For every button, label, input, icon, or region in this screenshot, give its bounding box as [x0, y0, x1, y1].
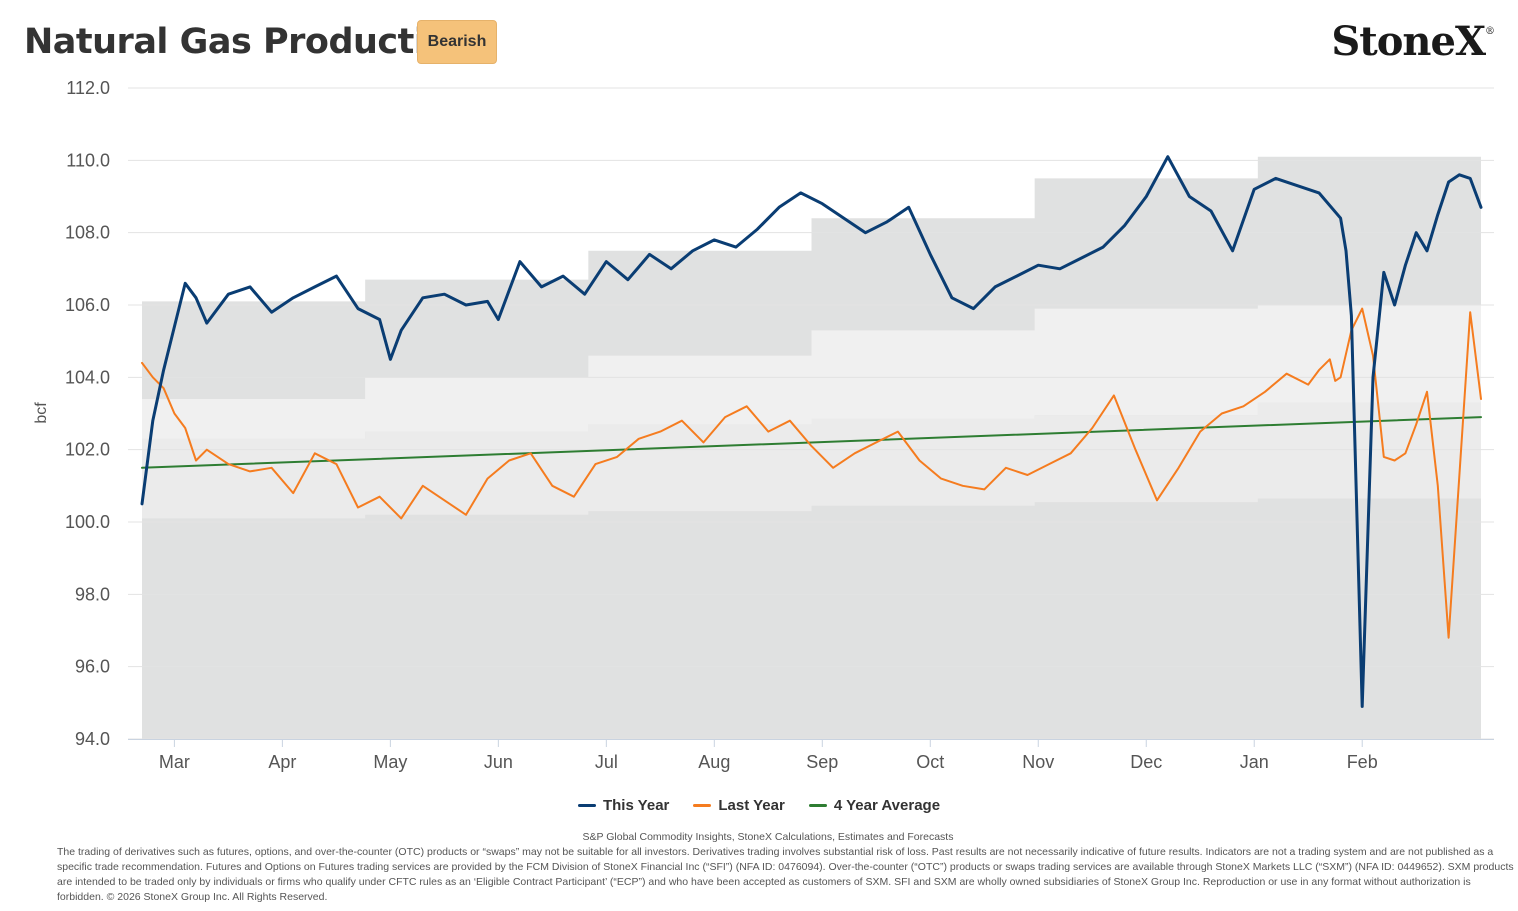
- y-axis-ticks: 112.0 110.0 108.0 106.0 104.0 102.0 100.0 98.0 9…: [65, 78, 110, 749]
- inner-range-band: [142, 305, 1481, 439]
- x-tick-label: Feb: [1347, 752, 1378, 772]
- x-tick-label: Jun: [484, 752, 513, 772]
- y-tick-label: 108.0: [65, 223, 110, 243]
- source-note: S&P Global Commodity Insights, StoneX Ca…: [582, 831, 954, 843]
- series-line-last-year: [141, 307, 1482, 639]
- legend-label: 4 Year Average: [833, 797, 941, 814]
- y-tick-label: 102.0: [65, 440, 110, 460]
- series-line-this-year: [140, 155, 1483, 708]
- x-tick-label: Jul: [595, 752, 618, 772]
- legend-swatch: [577, 804, 596, 807]
- series-line-4-year-average: [141, 416, 1482, 469]
- x-axis-ticks: Mar Apr May Jun Jul Aug Sep Oct Nov Dec Jan Feb: [128, 739, 1494, 772]
- y-tick-label: 100.0: [65, 512, 110, 532]
- legend-label: Last Year: [718, 797, 785, 814]
- y-tick-label: 96.0: [75, 657, 110, 677]
- lower-range-band: [142, 402, 1481, 519]
- x-tick-label: May: [373, 752, 407, 772]
- stonex-logo: StoneX®: [1331, 18, 1495, 65]
- y-tick-label: 112.0: [66, 78, 110, 98]
- logo-text: StoneX: [1331, 18, 1486, 65]
- legend-label: This Year: [602, 797, 670, 814]
- x-tick-label: Jan: [1240, 752, 1269, 772]
- y-tick-label: 104.0: [65, 367, 110, 387]
- legend-swatch: [693, 804, 712, 807]
- legend-item-this-year[interactable]: This Year: [577, 797, 670, 814]
- x-tick-label: Mar: [159, 752, 190, 772]
- x-tick-label: Nov: [1022, 752, 1054, 772]
- chart-title: Natural Gas Production: [24, 22, 474, 62]
- legend-swatch: [808, 804, 827, 807]
- legend-item-4-year-average[interactable]: 4 Year Average: [808, 797, 941, 814]
- x-tick-label: Dec: [1130, 752, 1162, 772]
- x-tick-label: Aug: [698, 752, 730, 772]
- x-tick-label: Apr: [268, 752, 296, 772]
- y-tick-label: 98.0: [75, 584, 110, 604]
- disclaimer-text: The trading of derivatives such as futur…: [57, 846, 1514, 903]
- legend-item-last-year[interactable]: Last Year: [693, 797, 785, 814]
- chart-legend: This Year Last Year 4 Year Average: [0, 797, 1518, 814]
- sentiment-badge: Bearish: [417, 20, 497, 64]
- x-tick-label: Sep: [806, 752, 838, 772]
- y-tick-label: 110.0: [66, 150, 110, 170]
- x-tick-label: Oct: [916, 752, 944, 772]
- y-axis-label: bcf: [33, 402, 50, 424]
- line-chart: 112.0 110.0 108.0 106.0 104.0 102.0 100.0 98.0 9…: [33, 78, 1494, 772]
- y-tick-label: 106.0: [65, 295, 110, 315]
- logo-registered-mark: ®: [1485, 26, 1495, 37]
- range-bands: [142, 156, 1481, 739]
- y-tick-label: 94.0: [75, 729, 110, 749]
- series-lines: [140, 155, 1483, 708]
